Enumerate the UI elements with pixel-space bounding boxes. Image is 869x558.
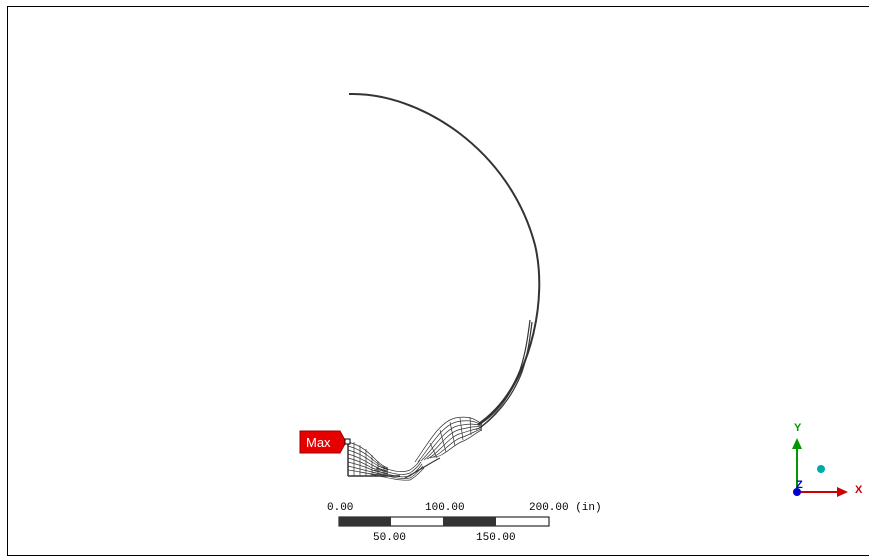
scale-label-200: 200.00 (in) [529, 502, 602, 514]
scale-label-50: 50.00 [373, 532, 407, 544]
y-axis-label: Y [794, 422, 802, 434]
graphics-viewport[interactable] [7, 6, 869, 556]
scale-label-0: 0.00 [327, 502, 354, 514]
scale-bar [338, 516, 550, 527]
arc-geometry [348, 92, 541, 426]
x-axis-label: X [855, 484, 863, 496]
max-probe-label[interactable]: Max [306, 435, 331, 450]
max-marker [344, 438, 351, 445]
scale-label-100: 100.00 [425, 502, 465, 514]
mesh-wave-left [347, 440, 400, 477]
z-axis-label: Z [796, 479, 803, 491]
max-tag-shape [299, 430, 347, 454]
mesh-wave-right [414, 319, 533, 463]
coordinate-triad [792, 438, 848, 497]
scale-label-150: 150.00 [476, 532, 516, 544]
